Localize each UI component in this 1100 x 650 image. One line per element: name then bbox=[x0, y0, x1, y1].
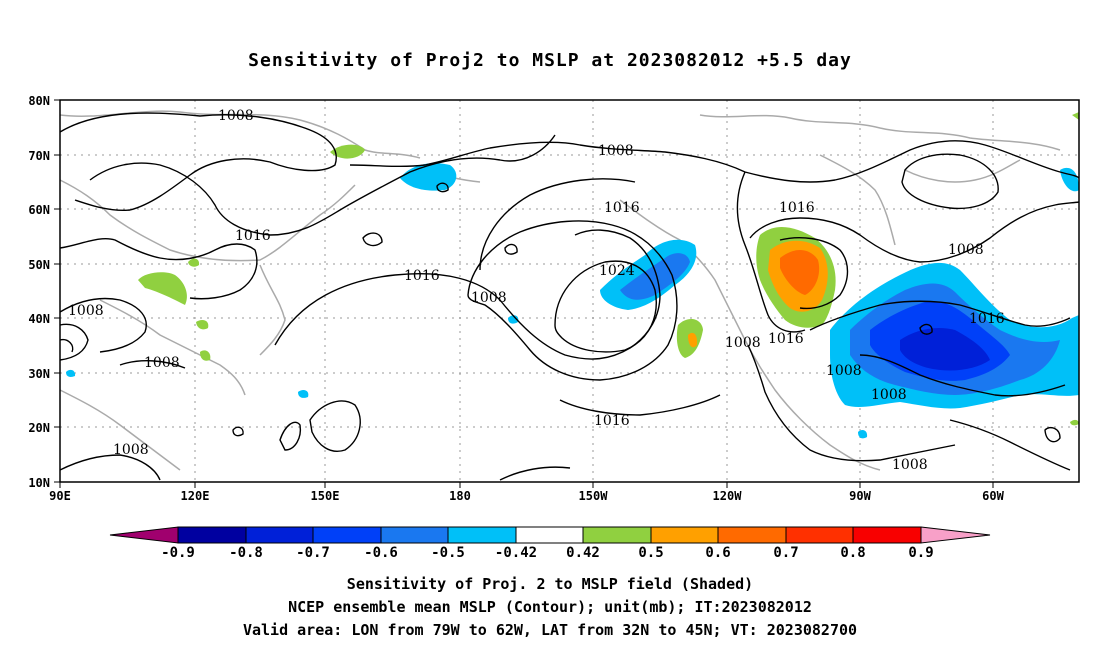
colorbar-tick-label: 0.9 bbox=[908, 545, 933, 561]
mslp-contours bbox=[59, 112, 1080, 481]
colorbar-swatch bbox=[177, 526, 247, 544]
contour-label: 1016 bbox=[604, 200, 640, 216]
colorbar-tick-label: -0.42 bbox=[495, 545, 537, 561]
colorbar-swatch bbox=[515, 526, 584, 544]
colorbar-swatch bbox=[650, 526, 719, 544]
lat-label: 60N bbox=[28, 203, 50, 217]
colorbar-swatch bbox=[852, 526, 922, 544]
colorbar-min-arrow bbox=[109, 526, 179, 544]
colorbar-tick-label: -0.7 bbox=[296, 545, 330, 561]
colorbar-tick-label: 0.5 bbox=[638, 545, 663, 561]
lon-label: 60W bbox=[982, 489, 1004, 503]
caption-line: Sensitivity of Proj. 2 to MSLP field (Sh… bbox=[346, 575, 754, 593]
contour-label: 1016 bbox=[594, 413, 630, 429]
contour-label: 1008 bbox=[826, 363, 862, 379]
lon-label: 150E bbox=[311, 489, 340, 503]
colorbar-swatch bbox=[245, 526, 314, 544]
contour-label: 1008 bbox=[218, 108, 254, 124]
colorbar-swatch bbox=[312, 526, 382, 544]
figure-title: Sensitivity of Proj2 to MSLP at 20230820… bbox=[248, 50, 852, 71]
colorbar-swatch bbox=[582, 526, 652, 544]
colorbar: -0.9 -0.8 -0.7 -0.6 -0.5 -0.42 0.42 0.5 … bbox=[109, 526, 991, 561]
colorbar-tick-label: 0.8 bbox=[840, 545, 865, 561]
contour-label: 1008 bbox=[471, 290, 507, 306]
lon-label: 120W bbox=[713, 489, 743, 503]
longitude-axis: 90E 120E 150E 180 150W 120W 90W 60W bbox=[49, 482, 1005, 503]
lon-label: 90W bbox=[849, 489, 871, 503]
colorbar-tick-label: -0.5 bbox=[431, 545, 465, 561]
contour-label: 1016 bbox=[404, 268, 440, 284]
map-plot-area bbox=[59, 99, 1080, 483]
contour-label: 1008 bbox=[113, 442, 149, 458]
colorbar-tick-label: 0.7 bbox=[773, 545, 798, 561]
colorbar-swatch bbox=[785, 526, 854, 544]
lon-label: 120E bbox=[181, 489, 210, 503]
latitude-axis: 80N 70N 60N 50N 40N 30N 20N 10N bbox=[28, 94, 60, 490]
colorbar-tick-label: -0.8 bbox=[229, 545, 263, 561]
lat-label: 30N bbox=[28, 367, 50, 381]
colorbar-swatch bbox=[717, 526, 787, 544]
colorbar-swatch bbox=[447, 526, 517, 544]
contour-label: 1008 bbox=[598, 143, 634, 159]
contour-label: 1008 bbox=[948, 242, 984, 258]
lat-label: 50N bbox=[28, 258, 50, 272]
lat-label: 10N bbox=[28, 476, 50, 490]
map-frame bbox=[59, 99, 1080, 483]
contour-label: 1008 bbox=[871, 387, 907, 403]
figure-caption: Sensitivity of Proj. 2 to MSLP field (Sh… bbox=[0, 573, 1100, 642]
lon-label: 90E bbox=[49, 489, 71, 503]
caption-line: NCEP ensemble mean MSLP (Contour); unit(… bbox=[288, 598, 812, 616]
caption-line: Valid area: LON from 79W to 62W, LAT fro… bbox=[242, 621, 858, 639]
contour-label: 1024 bbox=[599, 263, 635, 279]
contour-label: 1016 bbox=[768, 331, 804, 347]
contour-label: 1016 bbox=[969, 311, 1005, 327]
contour-label: 1008 bbox=[68, 303, 104, 319]
lat-label: 70N bbox=[28, 149, 50, 163]
contour-label: 1008 bbox=[892, 457, 928, 473]
contour-label: 1016 bbox=[235, 228, 271, 244]
colorbar-tick-label: 0.6 bbox=[705, 545, 730, 561]
colorbar-tick-label: 0.42 bbox=[566, 545, 600, 561]
contour-label: 1008 bbox=[725, 335, 761, 351]
lat-label: 20N bbox=[28, 421, 50, 435]
lon-label: 180 bbox=[449, 489, 471, 503]
contour-label: 1008 bbox=[144, 355, 180, 371]
colorbar-tick-label: -0.9 bbox=[161, 545, 195, 561]
contour-label-group: 1008 1008 1016 1016 1008 1008 1008 1016 … bbox=[68, 108, 1005, 473]
lon-label: 150W bbox=[579, 489, 609, 503]
lat-label: 40N bbox=[28, 312, 50, 326]
colorbar-max-arrow bbox=[920, 526, 991, 544]
colorbar-tick-label: -0.6 bbox=[364, 545, 398, 561]
colorbar-swatch bbox=[380, 526, 449, 544]
lat-label: 80N bbox=[28, 94, 50, 108]
contour-label: 1016 bbox=[779, 200, 815, 216]
